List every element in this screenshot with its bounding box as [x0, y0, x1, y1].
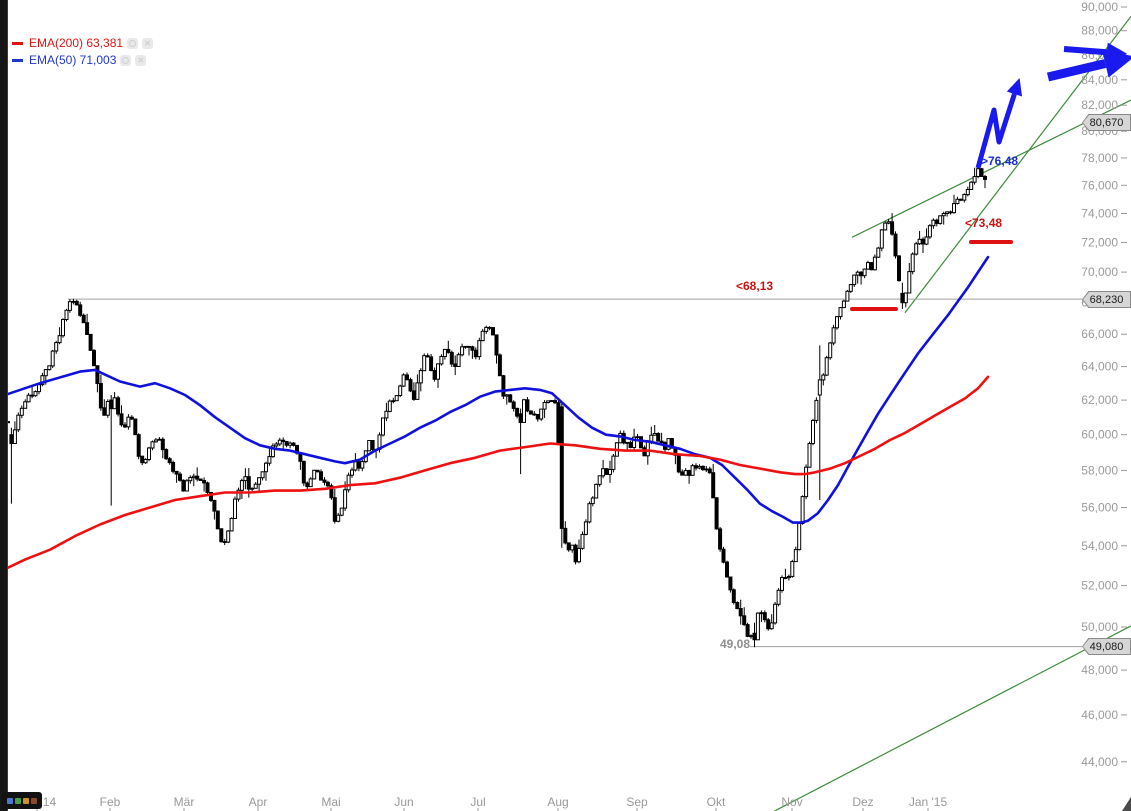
close-icon: ✕	[144, 39, 151, 48]
ema50-color-swatch	[12, 59, 23, 62]
settings-icon	[122, 57, 130, 64]
svg-text:Jan '15: Jan '15	[909, 795, 948, 809]
svg-text:Apr: Apr	[249, 795, 268, 809]
svg-text:Feb: Feb	[100, 795, 121, 809]
svg-text:72,000: 72,000	[1081, 235, 1118, 249]
svg-text:Jul: Jul	[470, 795, 485, 809]
drawn-arrow[interactable]	[1046, 49, 1131, 82]
svg-text:52,000: 52,000	[1081, 579, 1118, 593]
svg-text:48,000: 48,000	[1081, 663, 1118, 677]
window-resize-handle[interactable]	[1122, 797, 1131, 811]
svg-text:Aug: Aug	[547, 795, 568, 809]
svg-text:70,000: 70,000	[1081, 265, 1118, 279]
window-edge	[0, 0, 8, 811]
axis-price-badge-49080: 49,080	[1082, 638, 1131, 655]
ema200-color-swatch	[12, 42, 23, 45]
x-axis-labels: Jan '14FebMärAprMaiJunJulAugSepOktNovDez…	[18, 795, 948, 811]
ema200-settings-button[interactable]	[127, 38, 139, 49]
legend-row-ema50: EMA(50) 71,003 ✕	[12, 52, 153, 69]
svg-text:Mai: Mai	[321, 795, 340, 809]
svg-text:Okt: Okt	[707, 795, 726, 809]
svg-text:62,000: 62,000	[1081, 393, 1118, 407]
ema200-remove-button[interactable]: ✕	[142, 38, 154, 49]
svg-text:64,000: 64,000	[1081, 360, 1118, 374]
ema50-label: EMA(50) 71,003	[29, 53, 117, 67]
svg-text:Mär: Mär	[174, 795, 195, 809]
tool-color-swatch[interactable]	[15, 797, 21, 804]
ema50-remove-button[interactable]: ✕	[135, 55, 147, 66]
svg-text:90,000: 90,000	[1081, 0, 1118, 14]
ema50-line[interactable]	[0, 255, 990, 524]
svg-text:66,000: 66,000	[1081, 327, 1118, 341]
svg-text:82,000: 82,000	[1081, 98, 1118, 112]
svg-text:46,000: 46,000	[1081, 708, 1118, 722]
tool-color-swatch[interactable]	[31, 797, 37, 804]
svg-text:Jun: Jun	[394, 795, 413, 809]
tool-color-swatch[interactable]	[7, 797, 13, 804]
drawn-arrow[interactable]	[975, 78, 1023, 169]
price-annotation-4908[interactable]: 49,08	[720, 637, 751, 651]
indicator-legend: EMA(200) 63,381 ✕ EMA(50) 71,003 ✕	[12, 35, 154, 69]
ema50-settings-button[interactable]	[120, 55, 132, 66]
svg-text:84,000: 84,000	[1081, 73, 1118, 87]
svg-text:44,000: 44,000	[1081, 755, 1118, 769]
close-icon: ✕	[137, 56, 145, 65]
price-annotation-7348[interactable]: <73,48	[965, 216, 1003, 230]
y-axis-labels: 90,00088,00086,00084,00082,00080,00078,0…	[1081, 0, 1127, 769]
svg-text:56,000: 56,000	[1081, 501, 1118, 515]
svg-text:74,000: 74,000	[1081, 207, 1118, 221]
settings-icon	[129, 40, 137, 47]
svg-text:78,000: 78,000	[1081, 151, 1118, 165]
svg-text:Sep: Sep	[626, 795, 648, 809]
price-annotation-6813[interactable]: <68,13	[736, 279, 774, 293]
ema200-line[interactable]	[0, 375, 990, 573]
svg-text:50,000: 50,000	[1081, 620, 1118, 634]
svg-text:88,000: 88,000	[1081, 24, 1118, 38]
svg-text:Dez: Dez	[852, 795, 873, 809]
axis-price-badge-68230: 68,230	[1082, 291, 1131, 308]
svg-text:58,000: 58,000	[1081, 463, 1118, 477]
tool-color-swatch[interactable]	[23, 797, 29, 804]
drawing-toolbar[interactable]	[2, 792, 42, 809]
svg-text:60,000: 60,000	[1081, 428, 1118, 442]
legend-row-ema200: EMA(200) 63,381 ✕	[12, 35, 154, 52]
svg-text:54,000: 54,000	[1081, 539, 1118, 553]
candlestick-series	[6, 160, 987, 648]
svg-text:76,000: 76,000	[1081, 178, 1118, 192]
ema200-label: EMA(200) 63,381	[29, 36, 124, 50]
price-annotation-7648[interactable]: >76,48	[981, 154, 1019, 168]
svg-text:Nov: Nov	[781, 795, 802, 809]
axis-price-badge-80670: 80,670	[1082, 114, 1131, 131]
trend-line[interactable]	[770, 625, 1131, 811]
